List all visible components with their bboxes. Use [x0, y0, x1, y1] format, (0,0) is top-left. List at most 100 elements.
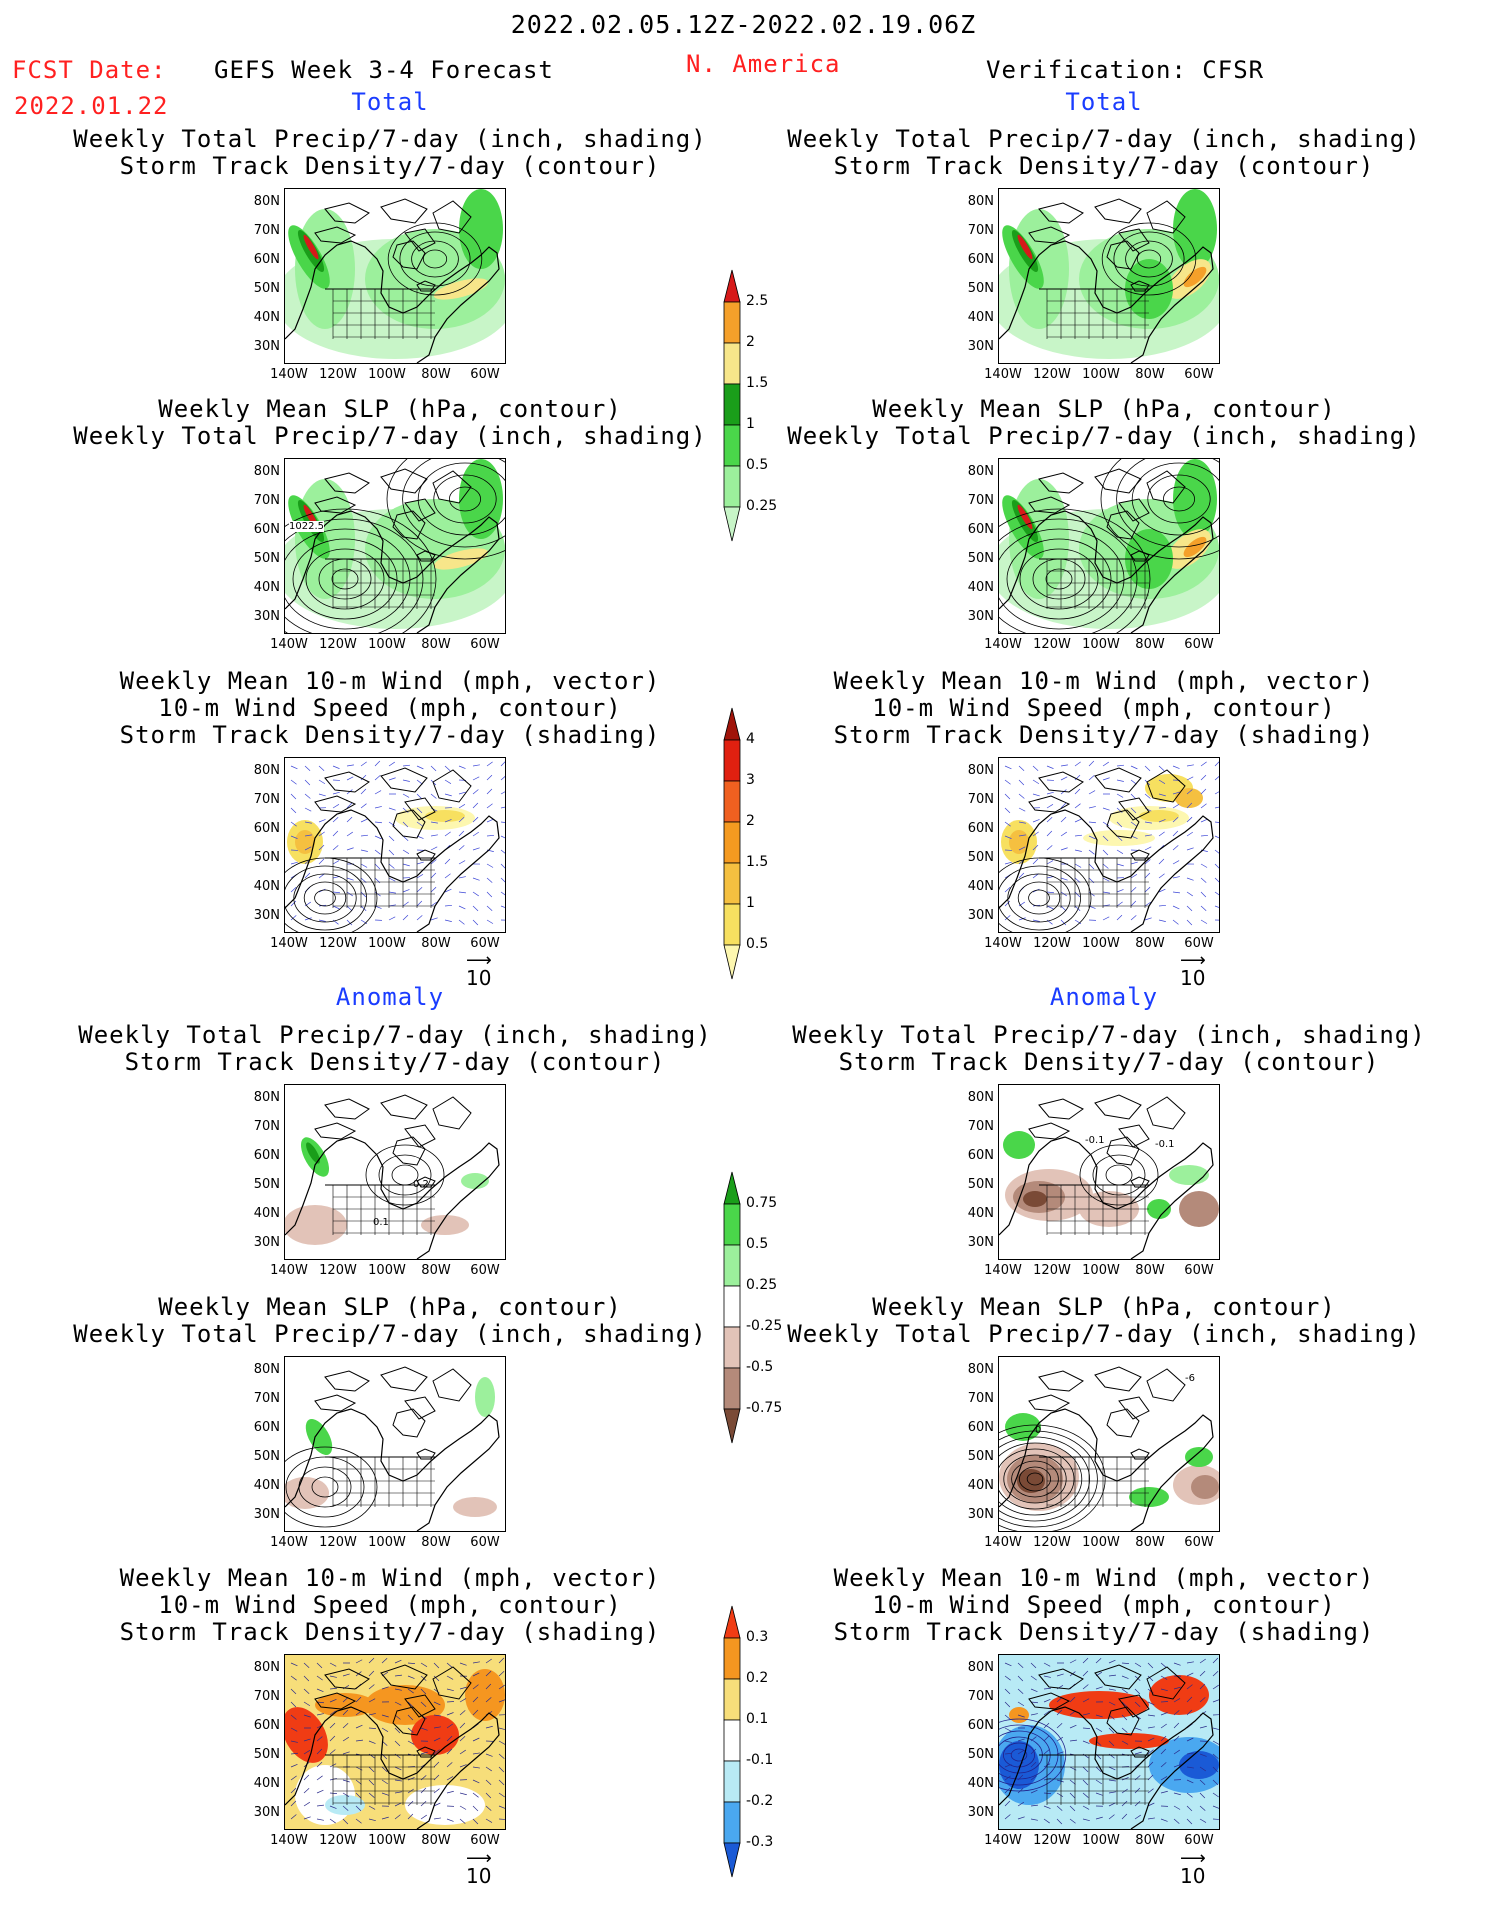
lon-tick-label: 140W	[984, 1833, 1022, 1848]
panel-title-precip-storm-obs: Weekly Total Precip/7-day (inch, shading…	[787, 125, 1421, 180]
panel-title-precip-storm-anom-obs: Weekly Total Precip/7-day (inch, shading…	[792, 1021, 1426, 1076]
lat-tick-label: 70N	[253, 223, 280, 238]
lon-tick-label: 80W	[1135, 367, 1165, 382]
lon-tick-label: 80W	[421, 1833, 451, 1848]
lat-tick-label: 50N	[253, 281, 280, 296]
lat-tick-label: 30N	[967, 339, 994, 354]
colorbar-storm-anom: 0.3 0.2 0.1 -0.1 -0.2 -0.3	[722, 1604, 773, 1885]
lon-tick-label: 120W	[319, 637, 357, 652]
lat-tick-label: 40N	[967, 310, 994, 325]
lat-tick-label: 40N	[967, 1776, 994, 1791]
lat-tick-label: 80N	[967, 1362, 994, 1377]
lat-tick-label: 80N	[253, 1090, 280, 1105]
panel-title-slp-precip-anom-obs: Weekly Mean SLP (hPa, contour) Weekly Tot…	[787, 1293, 1421, 1348]
lat-tick-label: 70N	[253, 1119, 280, 1134]
lon-tick-label: 100W	[1082, 936, 1120, 951]
colorbar-label: -0.75	[746, 1400, 783, 1416]
lat-tick-label: 50N	[253, 1747, 280, 1762]
vector-reference-obs-total: ⟶ 10	[1180, 950, 1206, 991]
colorbar-graphic	[723, 269, 741, 542]
vector-reference-obs-anom: ⟶ 10	[1180, 1848, 1206, 1889]
lat-tick-label: 60N	[253, 1718, 280, 1733]
lat-tick-label: 60N	[967, 252, 994, 267]
lon-tick-label: 60W	[470, 1833, 500, 1848]
lat-tick-label: 60N	[253, 252, 280, 267]
forecast-title: GEFS Week 3-4 Forecast	[214, 56, 554, 84]
lat-tick-label: 30N	[253, 1805, 280, 1820]
lon-tick-label: 120W	[1033, 1263, 1071, 1278]
lat-tick-label: 50N	[967, 850, 994, 865]
lon-tick-label: 100W	[368, 637, 406, 652]
lon-tick-label: 100W	[1082, 1263, 1120, 1278]
lat-tick-label: 80N	[253, 763, 280, 778]
lat-tick-label: 70N	[253, 1689, 280, 1704]
vector-reference-fcst-total: ⟶ 10	[466, 950, 492, 991]
section-total-left: Total	[351, 88, 429, 116]
lat-tick-label: 40N	[253, 1478, 280, 1493]
lat-tick-label: 30N	[253, 609, 280, 624]
lon-tick-label: 120W	[319, 1833, 357, 1848]
lon-tick-label: 140W	[270, 637, 308, 652]
panel-title-wind-storm-obs: Weekly Mean 10-m Wind (mph, vector) 10-m …	[833, 667, 1375, 749]
lat-tick-label: 80N	[967, 464, 994, 479]
lat-tick-label: 80N	[253, 194, 280, 209]
lat-tick-label: 70N	[967, 1689, 994, 1704]
lat-tick-label: 50N	[967, 1747, 994, 1762]
lon-tick-label: 120W	[1033, 1833, 1071, 1848]
lat-tick-label: 70N	[967, 1391, 994, 1406]
contour-label: -0.1	[1155, 1139, 1175, 1150]
panel-title-slp-precip-fcst: Weekly Mean SLP (hPa, contour) Weekly Tot…	[73, 395, 707, 450]
colorbar-label: 0.5	[746, 457, 769, 473]
colorbar-label: 0.75	[746, 1195, 778, 1211]
lat-tick-label: 60N	[253, 821, 280, 836]
lat-tick-label: 50N	[253, 551, 280, 566]
lat-tick-label: 50N	[967, 1449, 994, 1464]
lon-tick-label: 80W	[421, 1535, 451, 1550]
lon-tick-label: 80W	[1135, 1833, 1165, 1848]
section-total-right: Total	[1065, 88, 1143, 116]
contour-label: 0	[1035, 1425, 1042, 1436]
colorbar-label: 0.5	[746, 1236, 769, 1252]
colorbar-precip-anom: 0.75 0.5 0.25 -0.25 -0.5 -0.75	[722, 1170, 782, 1451]
colorbar-graphic	[723, 1605, 741, 1878]
panel-title-precip-storm-anom-fcst: Weekly Total Precip/7-day (inch, shading…	[78, 1021, 712, 1076]
section-anomaly-right: Anomaly	[1049, 983, 1159, 1011]
lat-tick-label: 40N	[967, 879, 994, 894]
lat-tick-label: 80N	[967, 1090, 994, 1105]
colorbar-label: 2	[746, 813, 755, 829]
map-precip-storm-anom-obs: -0.1 -0.1	[998, 1084, 1220, 1260]
contour-label: 0.1	[373, 1217, 389, 1228]
lat-tick-label: 80N	[253, 1660, 280, 1675]
lat-tick-label: 70N	[253, 792, 280, 807]
colorbar-label: -0.25	[746, 1318, 783, 1334]
lat-tick-label: 30N	[967, 609, 994, 624]
lat-tick-label: 30N	[967, 908, 994, 923]
colorbar-graphic	[723, 1171, 741, 1444]
lon-tick-label: 120W	[1033, 637, 1071, 652]
lat-tick-label: 30N	[967, 1805, 994, 1820]
panel-title-wind-storm-anom-fcst: Weekly Mean 10-m Wind (mph, vector) 10-m …	[119, 1564, 661, 1646]
colorbar-precip-total: 2.5 2 1.5 1 0.5 0.25	[722, 268, 777, 549]
lat-tick-label: 70N	[253, 1391, 280, 1406]
colorbar-label: 0.3	[746, 1629, 769, 1645]
lon-tick-label: 140W	[984, 1263, 1022, 1278]
lon-tick-label: 100W	[368, 1535, 406, 1550]
colorbar-label: -0.5	[746, 1359, 774, 1375]
lat-tick-label: 30N	[967, 1507, 994, 1522]
map-precip-storm-anom-fcst: 0.2 0.1	[284, 1084, 506, 1260]
lon-tick-label: 60W	[1184, 936, 1214, 951]
lat-tick-label: 40N	[253, 1206, 280, 1221]
lat-tick-label: 70N	[967, 792, 994, 807]
lon-tick-label: 100W	[1082, 367, 1120, 382]
lat-tick-label: 60N	[967, 1718, 994, 1733]
lat-tick-label: 40N	[253, 879, 280, 894]
colorbar-label: 2.5	[746, 293, 769, 309]
lon-tick-label: 60W	[1184, 367, 1214, 382]
lat-tick-label: 30N	[253, 908, 280, 923]
panel-title-slp-precip-anom-fcst: Weekly Mean SLP (hPa, contour) Weekly Tot…	[73, 1293, 707, 1348]
colorbar-label: 0.25	[746, 498, 778, 514]
colorbar-label: -0.3	[746, 1834, 774, 1850]
lon-tick-label: 60W	[1184, 1833, 1214, 1848]
lon-tick-label: 140W	[270, 1535, 308, 1550]
map-wind-storm-fcst	[284, 757, 506, 933]
